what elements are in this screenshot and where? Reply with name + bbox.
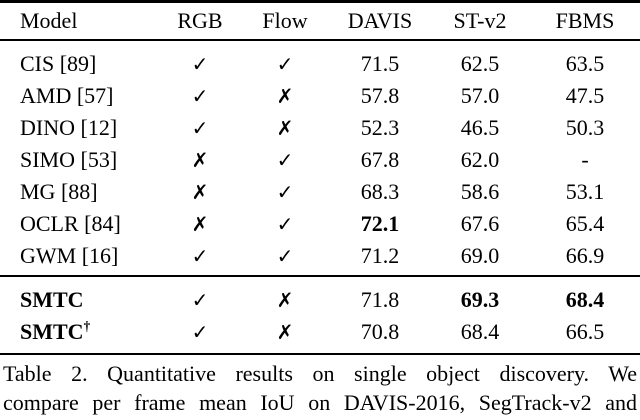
fbms-value: 66.9: [565, 242, 605, 268]
davis-value: 52.3: [360, 114, 400, 140]
fbms-value-best: 68.4: [530, 274, 640, 316]
stv2-value: 46.5: [460, 114, 500, 140]
fbms-value: 50.3: [565, 114, 605, 140]
rgb-check-mark: ✓: [191, 51, 209, 76]
model-cell: SMTC†: [0, 316, 160, 354]
stv2-value: 57.0: [460, 82, 500, 108]
fbms-value: 63.5: [565, 50, 605, 76]
davis-value: 57.8: [360, 82, 400, 108]
fbms-value: -: [581, 146, 589, 172]
table-row: SIMO [53] ✗ ✓ 67.8 62.0 -: [0, 144, 640, 176]
model-cell: DINO [12]: [20, 114, 118, 140]
flow-check-mark: ✓: [276, 147, 294, 172]
stv2-value-best: 69.3: [430, 274, 530, 316]
col-header-model: Model: [0, 1, 160, 41]
col-header-flow: Flow: [240, 1, 330, 41]
davis-value: 71.2: [360, 242, 400, 268]
fbms-value: 47.5: [565, 82, 605, 108]
col-header-davis: DAVIS: [330, 1, 430, 41]
davis-value: 68.3: [360, 178, 400, 204]
flow-check-mark: ✓: [276, 243, 294, 268]
model-name: SMTC: [20, 286, 84, 312]
flow-check-mark: ✓: [276, 179, 294, 204]
davis-value: 71.8: [330, 274, 430, 316]
rgb-check-mark: ✓: [160, 274, 240, 316]
flow-cross-mark: ✗: [276, 83, 294, 108]
stv2-value: 69.0: [460, 242, 500, 268]
table-row: AMD [57] ✓ ✗ 57.8 57.0 47.5: [0, 80, 640, 112]
model-cell: CIS [89]: [20, 50, 97, 76]
rgb-cross-mark: ✗: [191, 211, 209, 236]
table-row: CIS [89] ✓ ✓ 71.5 62.5 63.5: [0, 40, 640, 80]
flow-check-mark: ✓: [276, 51, 294, 76]
caption-line-1: Table 2. Quantitative results on single …: [3, 360, 637, 386]
flow-cross-mark: ✗: [240, 274, 330, 316]
rgb-check-mark: ✓: [191, 115, 209, 140]
results-table: Model RGB Flow DAVIS ST-v2 FBMS CIS [89]…: [0, 0, 640, 355]
ours-section: SMTC ✓ ✗ 71.8 69.3 68.4 SMTC† ✓ ✗ 70.8 6…: [0, 274, 640, 354]
fbms-value: 65.4: [565, 210, 605, 236]
table-row: GWM [16] ✓ ✓ 71.2 69.0 66.9: [0, 240, 640, 276]
table-row-smtc-dagger: SMTC† ✓ ✗ 70.8 68.4 66.5: [0, 316, 640, 354]
table-caption: Table 2. Quantitative results on single …: [0, 355, 640, 417]
davis-value: 70.8: [360, 318, 400, 344]
fbms-value: 66.5: [565, 318, 605, 344]
flow-check-mark: ✓: [276, 211, 294, 236]
table-row-smtc: SMTC ✓ ✗ 71.8 69.3 68.4: [0, 274, 640, 316]
davis-value-best: 72.1: [360, 210, 400, 236]
davis-value: 67.8: [360, 146, 400, 172]
fbms-value: 53.1: [565, 178, 605, 204]
table-row: MG [88] ✗ ✓ 68.3 58.6 53.1: [0, 176, 640, 208]
stv2-value: 62.5: [460, 50, 500, 76]
rgb-check-mark: ✓: [191, 243, 209, 268]
model-cell: MG [88]: [20, 178, 98, 204]
table-header: Model RGB Flow DAVIS ST-v2 FBMS: [0, 1, 640, 41]
stv2-value: 62.0: [460, 146, 500, 172]
caption-line-2: compare per frame mean IoU on DAVIS-2016…: [3, 389, 637, 415]
col-header-rgb: RGB: [160, 1, 240, 41]
model-cell: OCLR [84]: [20, 210, 121, 236]
model-cell: SMTC: [0, 274, 160, 316]
model-cell: GWM [16]: [20, 242, 119, 268]
table-row: OCLR [84] ✗ ✓ 72.1 67.6 65.4: [0, 208, 640, 240]
model-cell: AMD [57]: [20, 82, 114, 108]
rgb-check-mark: ✓: [191, 319, 209, 344]
flow-cross-mark: ✗: [276, 115, 294, 140]
col-header-stv2: ST-v2: [430, 1, 530, 41]
stv2-value: 58.6: [460, 178, 500, 204]
dagger-mark: †: [83, 318, 91, 334]
model-cell: SIMO [53]: [20, 146, 118, 172]
rgb-check-mark: ✓: [191, 83, 209, 108]
flow-cross-mark: ✗: [276, 319, 294, 344]
table-row: DINO [12] ✓ ✗ 52.3 46.5 50.3: [0, 112, 640, 144]
davis-value: 71.5: [360, 50, 400, 76]
model-name: SMTC: [20, 318, 84, 344]
stv2-value: 67.6: [460, 210, 500, 236]
rgb-cross-mark: ✗: [191, 147, 209, 172]
rgb-cross-mark: ✗: [191, 179, 209, 204]
header-row: Model RGB Flow DAVIS ST-v2 FBMS: [0, 1, 640, 41]
stv2-value: 68.4: [460, 318, 500, 344]
baselines-section: CIS [89] ✓ ✓ 71.5 62.5 63.5 AMD [57] ✓ ✗…: [0, 40, 640, 276]
col-header-fbms: FBMS: [530, 1, 640, 41]
